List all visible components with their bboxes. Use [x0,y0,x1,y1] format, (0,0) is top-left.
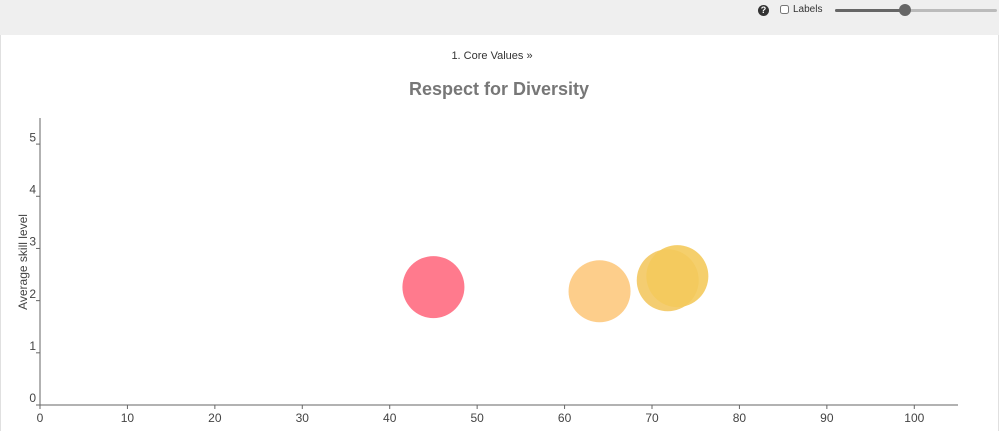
slider-knob[interactable] [899,4,911,16]
y-tick-label: 3 [29,235,36,249]
bubble [646,245,709,308]
slider-fill [835,9,905,12]
labels-checkbox[interactable] [780,5,789,14]
chart-title: Respect for Diversity [409,79,589,99]
y-tick-label: 4 [29,182,36,196]
y-axis-label: Average skill level [16,214,30,310]
bubble [568,260,631,323]
x-tick-label: 20 [208,411,222,425]
bubble [402,256,465,319]
x-tick-label: 60 [558,411,572,425]
x-tick-label: 70 [645,411,659,425]
x-tick-label: 40 [383,411,397,425]
y-tick-label: 2 [29,287,36,301]
x-tick-label: 90 [820,411,834,425]
y-tick-label: 1 [29,339,36,353]
x-tick-label: 0 [37,411,44,425]
x-tick-label: 10 [121,411,135,425]
help-icon[interactable]: ? [758,5,769,16]
y-tick-label: 5 [29,130,36,144]
y-tick-label: 0 [29,391,36,405]
slider-track[interactable] [835,9,997,12]
labels-label[interactable]: Labels [793,4,823,15]
toolbar [0,0,999,35]
x-tick-label: 80 [733,411,747,425]
breadcrumb[interactable]: 1. Core Values » [451,50,533,62]
x-tick-label: 30 [296,411,310,425]
x-tick-label: 50 [470,411,484,425]
x-tick-label: 100 [904,411,924,425]
